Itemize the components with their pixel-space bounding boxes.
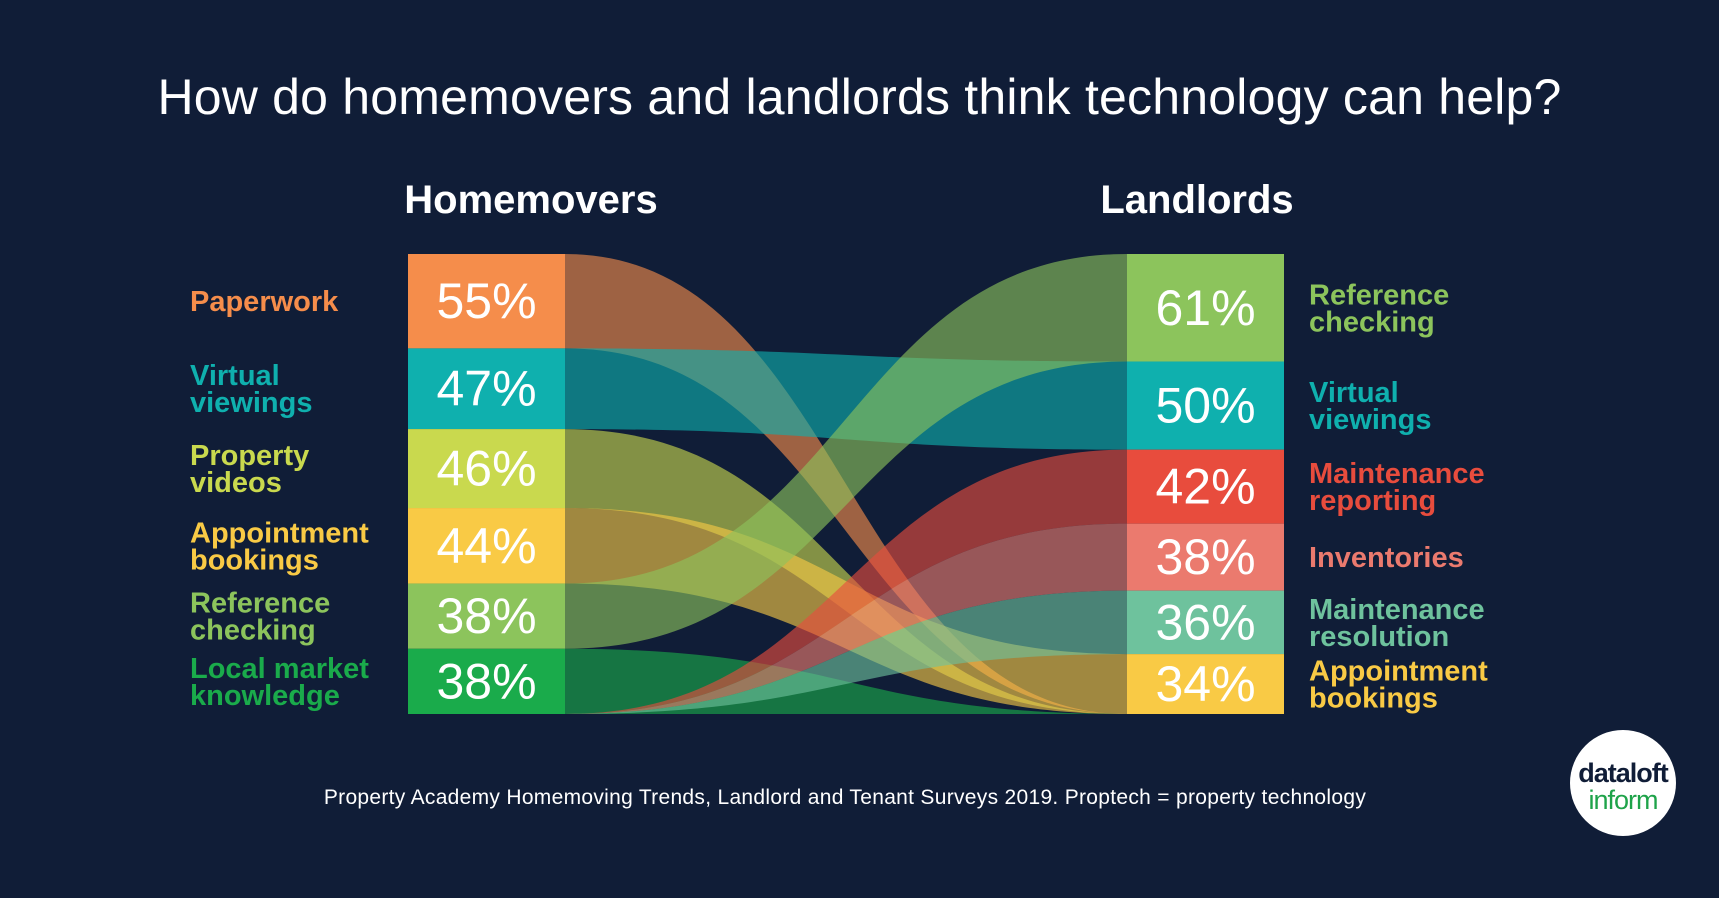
ribbon-maintenance-resolution xyxy=(565,590,1127,714)
homemovers-value-local-market-knowledge: 38% xyxy=(436,653,536,709)
landlords-bar-maintenance-reporting xyxy=(1127,449,1284,524)
landlords-value-maintenance-reporting: 42% xyxy=(1155,459,1255,515)
landlords-label-inventories: Inventories xyxy=(1309,542,1464,574)
landlords-bar-maintenance-resolution xyxy=(1127,590,1284,655)
landlords-label-maintenance-resolution: Maintenance resolution xyxy=(1309,594,1485,653)
landlords-heading: Landlords xyxy=(1100,178,1294,222)
ribbon-property-videos xyxy=(565,429,1127,714)
ribbon-reference-checking xyxy=(565,254,1127,649)
landlords-value-inventories: 38% xyxy=(1155,529,1255,585)
homemovers-bar-appointment-bookings xyxy=(408,508,565,584)
homemovers-label-appointment-bookings: Appointment bookings xyxy=(190,517,369,576)
homemovers-bar-property-videos xyxy=(408,429,565,509)
landlords-bar-virtual-viewings xyxy=(1127,361,1284,450)
landlords-label-maintenance-reporting: Maintenance reporting xyxy=(1309,458,1485,517)
homemovers-label-reference-checking: Reference checking xyxy=(190,588,330,647)
homemovers-value-paperwork: 55% xyxy=(436,273,536,329)
bars: 55% 47% 46% 44% 38% 38% 61% 50% 42% 38% 36% 34% xyxy=(408,254,1284,714)
homemovers-label-property-videos: Property videos xyxy=(190,440,309,499)
logo-line2: inform xyxy=(1588,785,1658,815)
homemovers-label-virtual-viewings: Virtual viewings xyxy=(190,360,313,419)
dataloft-logo: dataloft inform xyxy=(1570,730,1676,836)
landlords-label-appointment-bookings: Appointment bookings xyxy=(1309,656,1488,715)
source-note: Property Academy Homemoving Trends, Land… xyxy=(323,786,1367,809)
homemovers-bar-paperwork xyxy=(408,254,565,349)
homemovers-bar-local-market-knowledge xyxy=(408,648,565,714)
landlords-value-maintenance-resolution: 36% xyxy=(1155,594,1255,650)
landlords-value-appointment-bookings: 34% xyxy=(1155,656,1255,712)
homemovers-value-appointment-bookings: 44% xyxy=(436,518,536,574)
landlords-label-reference-checking: Reference checking xyxy=(1309,279,1449,338)
homemovers-value-virtual-viewings: 47% xyxy=(436,361,536,417)
homemovers-heading: Homemovers xyxy=(404,178,658,222)
landlords-value-reference-checking: 61% xyxy=(1155,280,1255,336)
landlords-value-virtual-viewings: 50% xyxy=(1155,378,1255,434)
homemovers-label-local-market-knowledge: Local market knowledge xyxy=(190,653,369,712)
logo-line1: dataloft xyxy=(1578,758,1669,788)
landlords-bar-inventories xyxy=(1127,523,1284,591)
landlords-bar-appointment-bookings xyxy=(1127,654,1284,714)
landlords-bar-reference-checking xyxy=(1127,254,1284,362)
ribbons xyxy=(565,254,1127,714)
ribbon-maintenance-reporting xyxy=(565,449,1127,714)
ribbon-inventories xyxy=(565,523,1127,714)
landlords-label-virtual-viewings: Virtual viewings xyxy=(1309,377,1432,436)
homemovers-value-reference-checking: 38% xyxy=(436,588,536,644)
homemovers-label-paperwork: Paperwork xyxy=(190,286,339,318)
labels: Paperwork Virtual viewings Property videos Ap… xyxy=(190,279,1488,714)
homemovers-bar-virtual-viewings xyxy=(408,348,565,430)
chart-title: How do homemovers and landlords think te… xyxy=(157,69,1562,125)
homemovers-value-property-videos: 46% xyxy=(436,441,536,497)
homemovers-bar-reference-checking xyxy=(408,583,565,649)
